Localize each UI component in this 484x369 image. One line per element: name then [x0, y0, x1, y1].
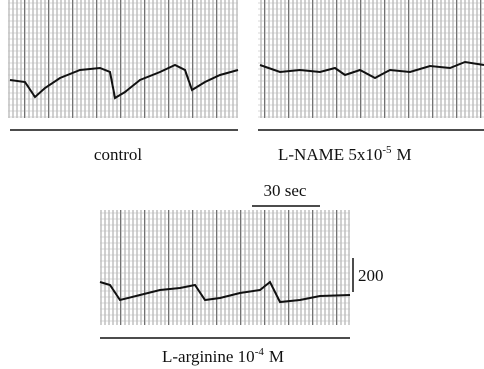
time-scale-label: 30 sec [264, 181, 307, 200]
label-exponent: -4 [255, 346, 265, 358]
chart-paper-grid [258, 0, 484, 118]
amplitude-scale-label: 200 [358, 266, 384, 285]
label-text: L-arginine 10 [162, 347, 255, 366]
panel-label: control [94, 145, 142, 164]
label-unit: M [269, 347, 284, 366]
chart-paper-grid [100, 210, 350, 325]
label-exponent: -5 [382, 144, 392, 156]
panel-label: L-arginine 10-4 M [162, 346, 284, 366]
panel-control: control [8, 0, 238, 164]
label-unit: M [397, 145, 412, 164]
chart-paper-grid [8, 0, 238, 118]
panel-lname: L-NAME 5x10-5 M [258, 0, 484, 164]
label-text: L-NAME 5x10 [278, 145, 382, 164]
panel-label: L-NAME 5x10-5 M [278, 144, 412, 164]
figure: control L-NAME 5x10-5 M 30 sec L-arginine… [0, 0, 484, 369]
panel-larginine: L-arginine 10-4 M [100, 210, 350, 366]
